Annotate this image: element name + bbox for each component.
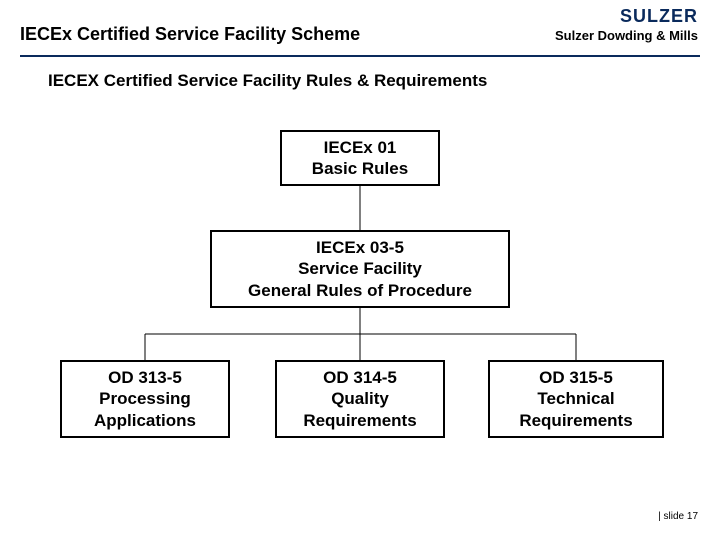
- slide-footer: | slide 17: [658, 511, 698, 522]
- header: SULZER IECEx Certified Service Facility …: [0, 0, 720, 51]
- chart-node-line: IECEx 01: [324, 137, 397, 158]
- chart-node-line: Basic Rules: [312, 158, 408, 179]
- header-rule: [20, 55, 700, 57]
- chart-node-line: Applications: [94, 410, 196, 431]
- chart-node: OD 314-5QualityRequirements: [275, 360, 445, 438]
- chart-node-line: OD 315-5: [539, 367, 613, 388]
- chart-node-line: IECEx 03-5: [316, 237, 404, 258]
- chart-node-line: Requirements: [303, 410, 416, 431]
- chart-node-line: OD 313-5: [108, 367, 182, 388]
- chart-node-line: OD 314-5: [323, 367, 397, 388]
- chart-node: OD 313-5ProcessingApplications: [60, 360, 230, 438]
- chart-node: OD 315-5TechnicalRequirements: [488, 360, 664, 438]
- chart-node-line: Technical: [537, 388, 614, 409]
- section-title: IECEX Certified Service Facility Rules &…: [48, 71, 720, 91]
- chart-node: IECEx 03-5Service FacilityGeneral Rules …: [210, 230, 510, 308]
- chart-node-line: Service Facility: [298, 258, 422, 279]
- chart-node-line: Requirements: [519, 410, 632, 431]
- page-subtitle: Sulzer Dowding & Mills: [555, 28, 698, 43]
- chart-node-line: Quality: [331, 388, 389, 409]
- org-chart: IECEx 01Basic Rules IECEx 03-5Service Fac…: [0, 110, 720, 490]
- chart-node-line: General Rules of Procedure: [248, 280, 472, 301]
- chart-node-line: Processing: [99, 388, 191, 409]
- brand-logo: SULZER: [620, 6, 698, 27]
- chart-node: IECEx 01Basic Rules: [280, 130, 440, 186]
